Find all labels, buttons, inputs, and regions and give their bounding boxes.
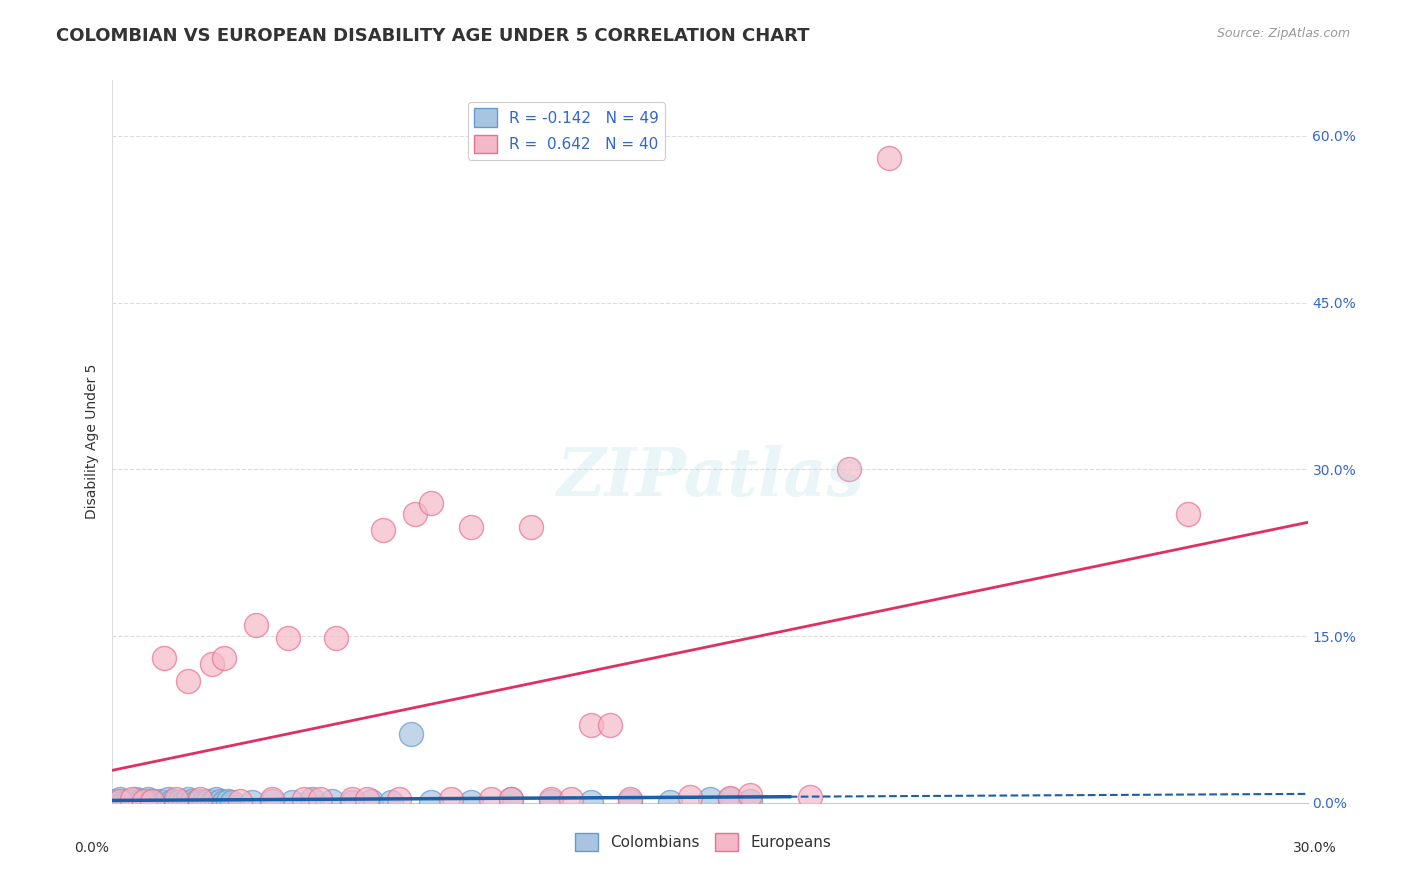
Point (217, 794, 239, 808)
Point (145, 795, 167, 809)
Point (260, 794, 283, 808)
Point (356, 792, 378, 806)
Point (240, 795, 263, 809)
Point (129, 794, 152, 808)
Y-axis label: Disability Age Under 5: Disability Age Under 5 (84, 364, 98, 519)
Point (1177, 507, 1199, 521)
Point (110, 792, 132, 806)
Text: Source: ZipAtlas.com: Source: ZipAtlas.com (1216, 27, 1350, 40)
Point (360, 794, 382, 808)
Point (619, 794, 641, 808)
Text: ZIPatlas: ZIPatlas (557, 445, 863, 510)
Point (679, 790, 702, 805)
Point (599, 718, 621, 732)
Point (245, 618, 267, 632)
Point (229, 794, 252, 808)
Point (401, 727, 423, 741)
Point (201, 657, 224, 671)
Point (277, 632, 299, 646)
Point (540, 794, 562, 808)
Point (205, 792, 228, 806)
Point (838, 462, 860, 476)
Point (188, 794, 211, 808)
Point (440, 792, 463, 806)
Point (340, 792, 363, 806)
Point (162, 794, 183, 808)
Text: 30.0%: 30.0% (1292, 841, 1337, 855)
Point (212, 795, 235, 809)
Point (659, 795, 682, 809)
Point (110, 794, 132, 808)
Point (117, 794, 139, 808)
Point (186, 795, 208, 809)
Point (340, 795, 363, 809)
Point (308, 792, 330, 806)
Point (380, 795, 402, 809)
Point (114, 795, 135, 809)
Point (718, 791, 741, 805)
Point (420, 496, 443, 510)
Point (125, 792, 148, 806)
Point (260, 792, 283, 806)
Point (134, 795, 156, 809)
Point (560, 792, 582, 806)
Point (188, 792, 211, 806)
Point (718, 792, 741, 806)
Point (373, 524, 395, 538)
Point (738, 788, 761, 802)
Point (292, 792, 315, 806)
Point (157, 792, 180, 806)
Point (165, 795, 187, 809)
Point (181, 794, 204, 808)
Point (197, 794, 219, 808)
Point (619, 792, 641, 806)
Point (420, 795, 443, 809)
Point (153, 795, 176, 809)
Point (134, 794, 156, 808)
Point (404, 507, 426, 521)
Point (121, 795, 143, 809)
Point (699, 792, 721, 806)
Point (460, 520, 482, 534)
Point (169, 794, 191, 808)
Point (499, 792, 522, 806)
Point (173, 795, 195, 809)
Point (121, 792, 143, 806)
Point (579, 795, 602, 809)
Point (540, 792, 562, 806)
Point (460, 795, 482, 809)
Point (499, 792, 522, 806)
Point (212, 651, 235, 665)
Point (177, 792, 200, 806)
Point (879, 151, 901, 165)
Point (177, 673, 200, 688)
Text: 0.0%: 0.0% (75, 841, 108, 855)
Point (209, 794, 232, 808)
Point (221, 795, 243, 809)
Point (153, 651, 176, 665)
Point (281, 795, 304, 809)
Point (141, 794, 163, 808)
Point (520, 520, 543, 534)
Text: COLOMBIAN VS EUROPEAN DISABILITY AGE UNDER 5 CORRELATION CHART: COLOMBIAN VS EUROPEAN DISABILITY AGE UND… (56, 27, 810, 45)
Legend: Colombians, Europeans: Colombians, Europeans (569, 827, 837, 857)
Point (149, 794, 172, 808)
Point (165, 792, 187, 806)
Point (201, 795, 224, 809)
Point (321, 794, 343, 808)
Legend: R = -0.142   N = 49, R =  0.642   N = 40: R = -0.142 N = 49, R = 0.642 N = 40 (468, 103, 665, 160)
Point (479, 792, 502, 806)
Point (105, 794, 128, 808)
Point (799, 790, 821, 805)
Point (325, 632, 347, 646)
Point (141, 794, 163, 808)
Point (738, 794, 761, 808)
Point (388, 792, 411, 806)
Point (138, 792, 160, 806)
Point (193, 795, 215, 809)
Point (579, 718, 602, 732)
Point (301, 792, 323, 806)
